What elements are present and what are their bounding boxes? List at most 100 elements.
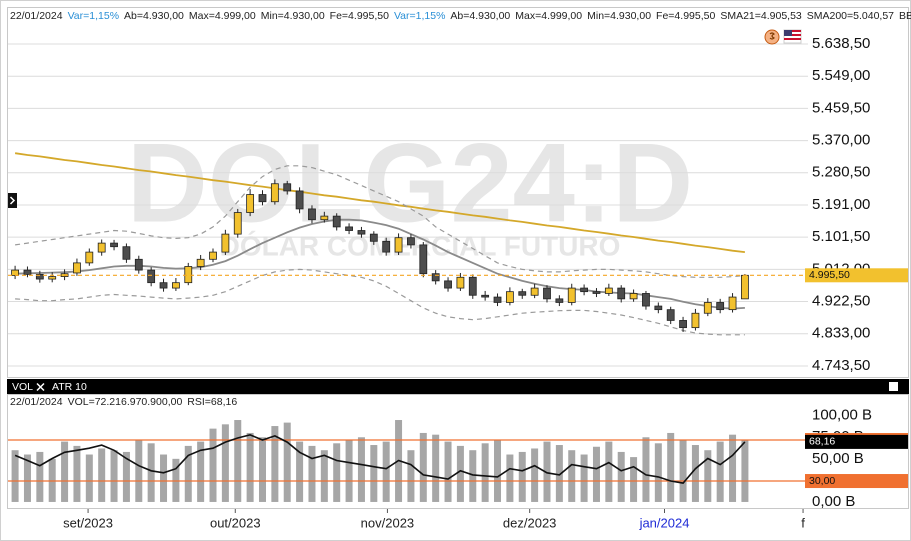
candle-body: [617, 287, 626, 300]
last-price-tag: [805, 268, 908, 283]
header-item: 22/01/2024: [10, 10, 63, 22]
currency-glyph: [769, 32, 776, 40]
candle-body: [85, 251, 94, 264]
candle-body: [592, 291, 601, 294]
volume-bar: [580, 454, 588, 502]
candle-body: [209, 251, 217, 260]
rsi-level-label: 30,00: [809, 475, 835, 487]
header-item: Var=1,15%: [394, 10, 445, 22]
candle-body: [444, 280, 452, 289]
candle-body: [505, 291, 514, 303]
volume-bar: [716, 441, 724, 502]
x-tick-label: set/2023: [63, 515, 113, 530]
volume-bar: [98, 448, 106, 502]
rsi-tag: [805, 434, 908, 449]
volume-bar: [122, 451, 130, 502]
price-header: 22/01/2024 Var=1,15% Ab=4.930,00 Max=4.999,…: [10, 10, 911, 22]
volume-bar: [258, 437, 266, 502]
y-tick-label: 5.280,50: [812, 164, 870, 181]
y-tick-label: 5.370,00: [812, 132, 870, 149]
volume-bar: [494, 439, 502, 502]
candle-body: [159, 282, 168, 289]
candle-body: [221, 233, 230, 253]
candle-body: [728, 296, 737, 311]
candle-body: [530, 287, 539, 296]
close-icon[interactable]: [36, 382, 45, 392]
candle-body: [233, 212, 242, 235]
y-tick-label: 5.191,00: [812, 196, 870, 213]
y-tick-label: 100,00 B: [812, 407, 872, 424]
volume-bar: [197, 441, 205, 502]
header-item: Ab=4.930,00: [450, 10, 510, 22]
rsi-label: 68,16: [809, 436, 835, 448]
volume-bar: [679, 439, 687, 502]
candle-body: [332, 215, 341, 228]
rsi: 68,16: [14, 434, 908, 484]
volume-bar: [555, 445, 563, 502]
volume-bar: [654, 443, 662, 502]
candle-body: [679, 320, 687, 329]
volume-bar: [209, 428, 217, 502]
volume-bar: [73, 445, 81, 502]
candle-body: [369, 233, 378, 242]
volume-bar: [184, 445, 192, 502]
volume-bar: [357, 437, 365, 502]
candle-body: [35, 273, 44, 280]
candle-body: [691, 312, 700, 329]
candle-body: [419, 244, 428, 275]
candle-body: [184, 266, 193, 284]
candle-body: [567, 287, 576, 303]
collapse-button[interactable]: [8, 193, 17, 208]
candle-body: [357, 230, 366, 235]
overlay-line: [14, 152, 746, 253]
header-item: Var=1,15%: [68, 10, 119, 22]
y-tick-label: 4.922,50: [812, 293, 870, 310]
candles: [8, 179, 808, 332]
candle-body: [11, 269, 19, 276]
volume-bar: [234, 420, 242, 502]
volume-bar: [407, 450, 415, 502]
volume-bars: [8, 420, 908, 502]
candle-body: [345, 226, 353, 231]
maximize-button[interactable]: [889, 382, 898, 391]
volume-bar: [147, 443, 155, 502]
volume-bar: [481, 443, 489, 502]
volume-bar: [160, 454, 168, 502]
volume-bar: [320, 450, 328, 502]
candle-body: [246, 194, 255, 213]
tab[interactable]: VOL: [12, 381, 33, 393]
volume-bar: [36, 451, 44, 502]
volume-bar: [370, 445, 378, 502]
candle-body: [258, 194, 267, 203]
rsi-line: [14, 434, 746, 484]
y-tick-label: 0,00 B: [812, 493, 855, 510]
tab[interactable]: ATR 10: [52, 381, 87, 393]
volume-bar: [333, 443, 341, 502]
collapse-icon: [9, 196, 16, 205]
volume-bar: [741, 439, 749, 502]
candle-body: [407, 237, 415, 246]
volume-bar: [271, 426, 279, 502]
candle-body: [196, 258, 205, 267]
candle-body: [518, 291, 527, 296]
candle-body: [283, 183, 292, 192]
volume-bar: [592, 446, 600, 502]
x-tick-label: nov/2023: [361, 515, 415, 530]
y-tick-label: 5.549,00: [812, 67, 870, 84]
volume-bar: [605, 441, 613, 502]
x-tick-label: f: [801, 515, 805, 530]
flag-icon[interactable]: [783, 29, 802, 44]
volume-bar: [432, 434, 440, 502]
candle-body: [172, 282, 180, 289]
header-item: Min=4.930,00: [587, 10, 651, 22]
flag-stripe: [784, 30, 801, 32]
volume-bar: [568, 450, 576, 502]
candle-body: [580, 287, 589, 293]
volume-bar: [308, 445, 316, 502]
candle-body: [604, 287, 613, 294]
volume-bar: [518, 451, 526, 502]
candle-body: [134, 258, 143, 271]
candle-body: [122, 246, 131, 260]
